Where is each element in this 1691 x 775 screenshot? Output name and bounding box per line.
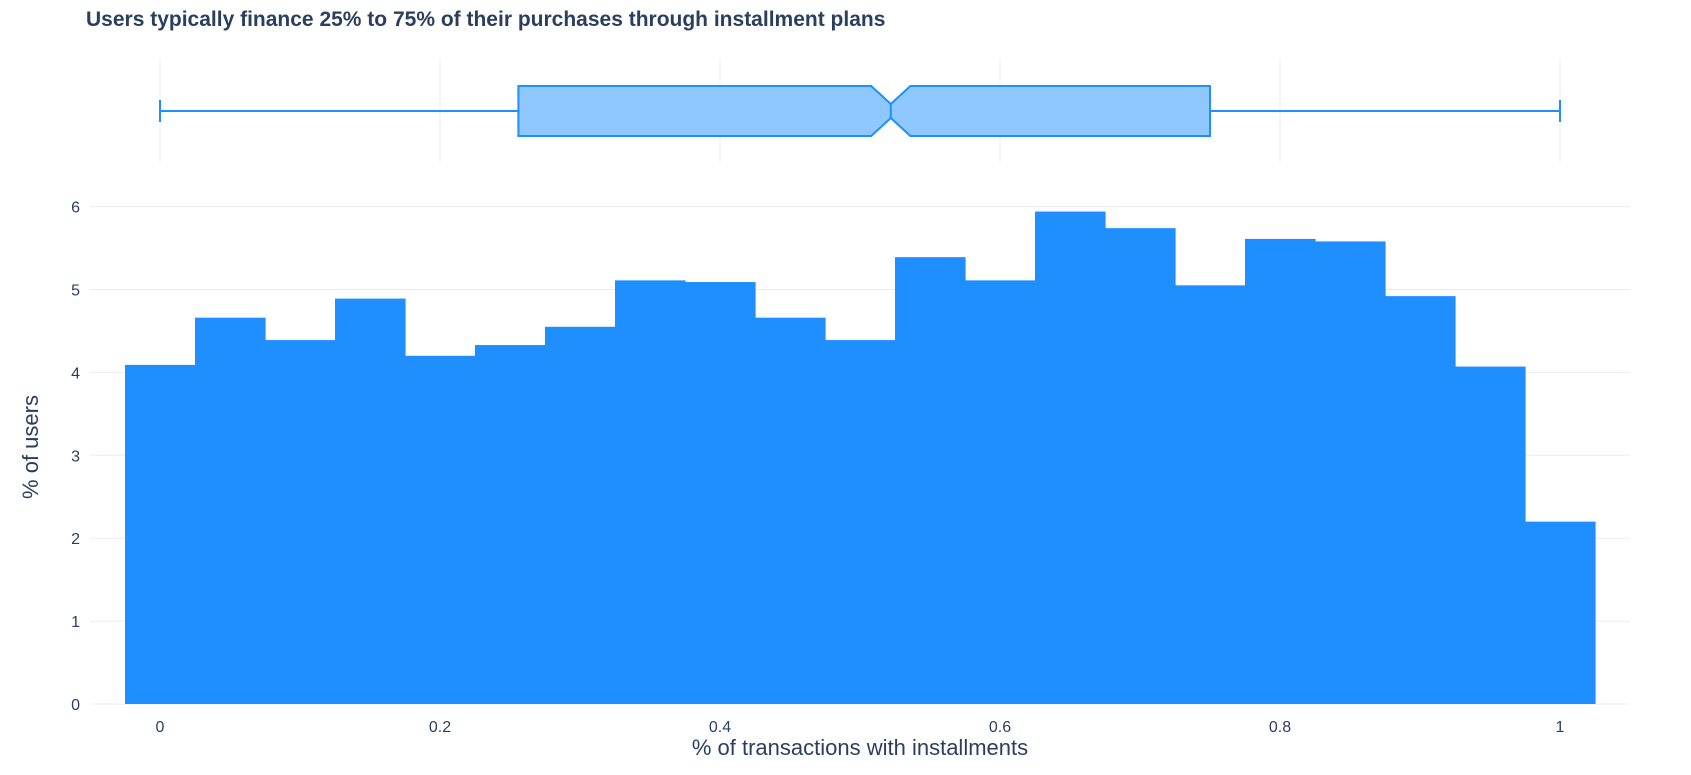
histogram-bar xyxy=(1385,296,1456,704)
x-axis-ticks: 0 0.2 0.4 0.6 0.8 1 xyxy=(156,719,1565,736)
y-tick-label: 6 xyxy=(71,200,80,217)
histogram-bar xyxy=(195,317,266,704)
histogram-bar xyxy=(405,355,476,704)
y-axis-ticks: 0 1 2 3 4 5 6 xyxy=(71,200,80,714)
histogram-bar xyxy=(265,340,336,704)
histogram-bar xyxy=(895,257,966,704)
histogram-bar xyxy=(475,345,546,704)
box-notched-body xyxy=(517,85,1211,137)
histogram-bar xyxy=(1105,228,1176,704)
histogram-bar xyxy=(1245,238,1316,704)
x-tick-label: 0.2 xyxy=(429,719,451,736)
histogram-bar xyxy=(125,364,196,704)
histogram-bar xyxy=(1315,241,1386,704)
histogram-bar xyxy=(1035,211,1106,704)
y-tick-label: 1 xyxy=(71,614,80,631)
box-plot xyxy=(159,85,1561,137)
histogram-bar xyxy=(545,326,616,704)
histogram-bar xyxy=(335,298,406,704)
x-tick-label: 0.4 xyxy=(709,719,731,736)
y-tick-label: 0 xyxy=(71,697,80,714)
y-tick-label: 5 xyxy=(71,282,80,299)
histogram-bar xyxy=(685,282,756,704)
y-tick-label: 2 xyxy=(71,531,80,548)
histogram-bar xyxy=(1175,285,1246,704)
y-axis-title: % of users xyxy=(18,395,43,499)
histogram-bar xyxy=(825,340,896,704)
x-axis-title: % of transactions with installments xyxy=(692,735,1028,760)
histogram-bar xyxy=(1525,521,1596,704)
y-tick-label: 4 xyxy=(71,365,80,382)
histogram-bars xyxy=(125,211,1596,704)
x-tick-label: 0.8 xyxy=(1269,719,1291,736)
y-tick-label: 3 xyxy=(71,448,80,465)
histogram-bar xyxy=(1455,366,1526,704)
x-tick-label: 0 xyxy=(156,719,165,736)
x-tick-label: 0.6 xyxy=(989,719,1011,736)
chart-title: Users typically finance 25% to 75% of th… xyxy=(86,8,886,31)
x-tick-label: 1 xyxy=(1556,719,1565,736)
histogram-bar xyxy=(755,317,826,704)
histogram-bar xyxy=(965,280,1036,704)
histogram-bar xyxy=(615,280,686,704)
